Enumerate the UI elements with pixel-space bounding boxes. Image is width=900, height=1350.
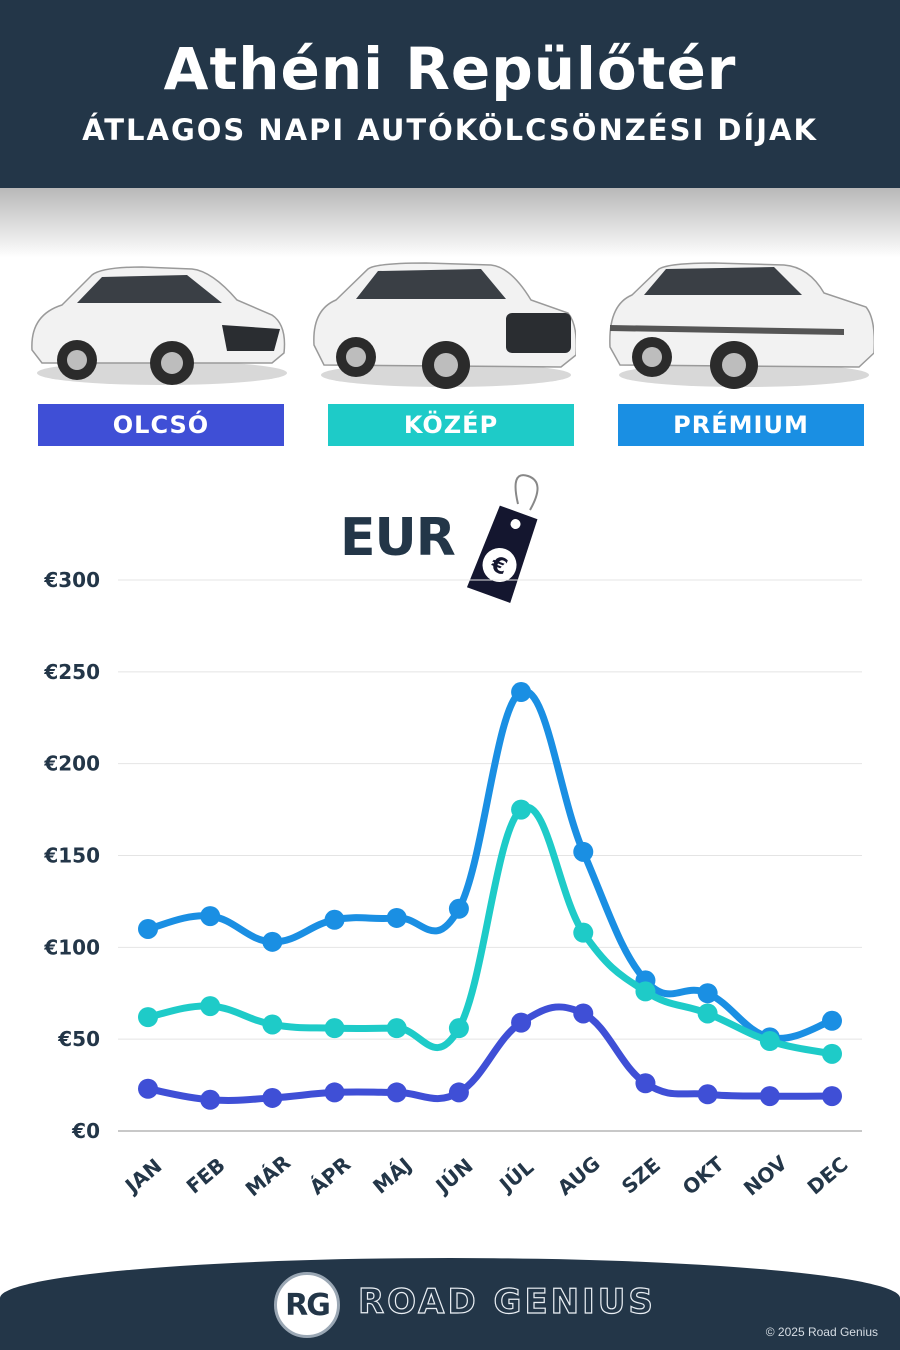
category-badge-premium: PRÉMIUM xyxy=(618,404,864,446)
data-point-olcsó-júl xyxy=(511,1012,532,1033)
x-tick-label: OKT xyxy=(678,1151,729,1199)
currency-label: EUR xyxy=(340,508,456,568)
data-point-közép-nov xyxy=(759,1031,780,1052)
x-tick-label: FEB xyxy=(182,1153,230,1199)
data-point-prémium-dec xyxy=(822,1010,842,1031)
category-badge-economy: OLCSÓ xyxy=(38,404,284,446)
data-point-prémium-feb xyxy=(200,906,221,927)
y-tick-label: €0 xyxy=(71,1119,100,1143)
data-point-közép-feb xyxy=(200,996,221,1017)
data-point-közép-júl xyxy=(511,799,532,820)
series-line-prémium xyxy=(144,687,836,1042)
data-point-olcsó-dec xyxy=(822,1086,842,1107)
data-point-prémium-okt xyxy=(697,983,718,1004)
logo-initials: RG xyxy=(285,1287,331,1323)
data-point-közép-jún xyxy=(448,1018,469,1039)
y-tick-label: €250 xyxy=(43,660,100,684)
data-point-prémium-jún xyxy=(448,898,469,919)
page-title: Athéni Repülőtér xyxy=(163,35,737,103)
data-point-közép-máj xyxy=(386,1018,407,1039)
data-point-közép-dec xyxy=(822,1043,842,1064)
data-point-prémium-máj xyxy=(386,907,407,928)
data-point-olcsó-feb xyxy=(200,1089,221,1110)
data-point-prémium-már xyxy=(262,931,283,952)
series-line-közép xyxy=(144,803,836,1058)
data-point-közép-okt xyxy=(697,1003,718,1024)
data-point-olcsó-ápr xyxy=(324,1082,345,1103)
x-tick-label: JÚN xyxy=(430,1153,478,1199)
midsize-suv-image xyxy=(313,262,576,389)
data-point-prémium-aug xyxy=(573,841,594,862)
brand-name: ROAD GENIUS xyxy=(357,1281,656,1322)
y-tick-label: €150 xyxy=(43,844,100,868)
data-point-olcsó-nov xyxy=(759,1086,780,1107)
data-point-olcsó-máj xyxy=(386,1082,407,1103)
header-banner: Athéni Repülőtér ÁTLAGOS NAPI AUTÓKÖLCSÖ… xyxy=(0,0,900,188)
data-point-közép-jan xyxy=(138,1007,158,1028)
x-tick-label: MÁR xyxy=(241,1150,295,1201)
x-tick-label: SZE xyxy=(617,1153,665,1199)
data-point-közép-már xyxy=(262,1014,283,1035)
x-tick-label: ÁPR xyxy=(305,1152,355,1200)
y-tick-label: €50 xyxy=(57,1027,100,1051)
svg-text:€: € xyxy=(487,552,511,581)
data-point-prémium-jan xyxy=(138,918,158,939)
data-point-közép-ápr xyxy=(324,1018,345,1039)
data-point-prémium-ápr xyxy=(324,909,345,930)
data-point-közép-aug xyxy=(573,922,594,943)
x-tick-label: JÚL xyxy=(493,1155,538,1198)
data-point-közép-sze xyxy=(635,981,656,1002)
road-genius-logo: RG xyxy=(274,1272,340,1338)
premium-suv-image xyxy=(609,262,874,389)
x-tick-label: NOV xyxy=(739,1150,792,1200)
page-subtitle: ÁTLAGOS NAPI AUTÓKÖLCSÖNZÉSI DÍJAK xyxy=(82,113,818,147)
data-point-olcsó-jan xyxy=(138,1078,158,1099)
data-point-olcsó-aug xyxy=(573,1003,594,1024)
y-tick-label: €100 xyxy=(43,935,100,959)
data-point-olcsó-sze xyxy=(635,1073,656,1094)
x-tick-label: MÁJ xyxy=(368,1153,416,1199)
data-point-prémium-júl xyxy=(511,682,532,703)
data-point-olcsó-jún xyxy=(448,1082,469,1103)
footer-banner xyxy=(0,1258,900,1350)
data-point-olcsó-már xyxy=(262,1087,283,1108)
economy-car-image xyxy=(31,266,287,385)
copyright-text: © 2025 Road Genius xyxy=(765,1325,878,1339)
data-point-olcsó-okt xyxy=(697,1084,718,1105)
x-tick-label: DEC xyxy=(803,1152,853,1199)
x-tick-label: JAN xyxy=(119,1154,166,1199)
y-tick-label: €200 xyxy=(43,752,100,776)
y-tick-label: €300 xyxy=(43,568,100,592)
header-shadow xyxy=(0,188,900,258)
x-tick-label: AUG xyxy=(553,1151,605,1200)
category-badge-midsize: KÖZÉP xyxy=(328,404,574,446)
line-chart: €0 €50 €100 €150 €200 €250 €300 JAN FEB MÁR ÁPR MÁ… xyxy=(43,568,862,1201)
euro-price-tag-icon: € xyxy=(466,474,539,603)
